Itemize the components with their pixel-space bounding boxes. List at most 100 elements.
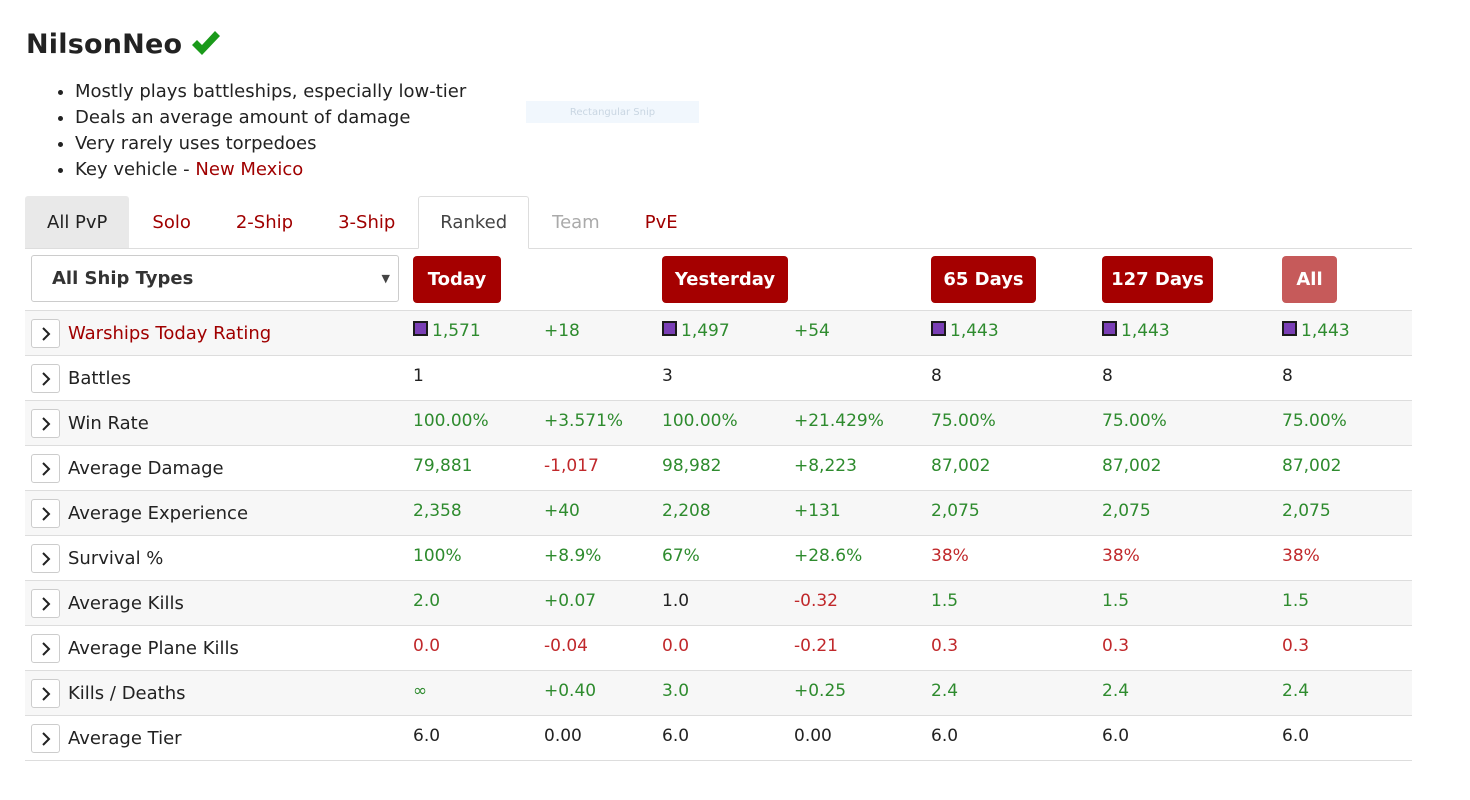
expand-row-button[interactable] <box>31 499 60 528</box>
player-summary-list: Mostly plays battleships, especially low… <box>52 79 466 183</box>
stat-value: 6.0 <box>1282 726 1310 746</box>
player-name: NilsonNeo <box>26 28 183 60</box>
period-all-button[interactable]: All <box>1282 256 1337 303</box>
stat-cell-yesterday-delta: -0.21 <box>794 636 838 656</box>
period-65-days-button[interactable]: 65 Days <box>931 256 1036 303</box>
stat-value: 8 <box>1282 366 1293 386</box>
stat-cell-yesterday: 3 <box>662 366 673 386</box>
stat-cell-today: 0.0 <box>413 636 440 656</box>
rating-swatch-icon <box>413 320 428 336</box>
stat-cell-yesterday-delta: +28.6% <box>794 546 862 566</box>
stat-value: +8.9% <box>544 546 602 566</box>
key-vehicle-link[interactable]: New Mexico <box>195 159 304 180</box>
tab-pve[interactable]: PvE <box>644 211 678 233</box>
stat-cell-yesterday: 3.0 <box>662 681 689 701</box>
check-icon <box>190 29 222 59</box>
table-row: Battles 1 3 8 8 8 <box>25 355 1412 400</box>
stat-cell-yesterday-delta: 0.00 <box>794 726 832 746</box>
stat-value: 1.5 <box>1102 591 1130 611</box>
stat-value: +0.40 <box>544 681 597 701</box>
summary-item: Key vehicle - New Mexico <box>75 157 466 183</box>
chevron-right-icon <box>41 641 50 656</box>
tab-ranked[interactable]: Ranked <box>418 196 530 249</box>
stat-value: +18 <box>544 321 580 341</box>
tab-team[interactable]: Team <box>552 211 600 233</box>
stat-cell-d65: 1,443 <box>931 320 999 341</box>
stat-cell-today-delta: +8.9% <box>544 546 601 566</box>
stat-cell-today: ∞ <box>413 681 427 701</box>
stat-cell-today: 2,358 <box>413 501 462 521</box>
stat-value: 1,443 <box>950 321 999 341</box>
stat-cell-d65: 87,002 <box>931 456 990 476</box>
period-yesterday-button[interactable]: Yesterday <box>662 256 788 303</box>
stat-value: 6.0 <box>662 726 690 746</box>
table-row: Average Tier 6.0 0.00 6.0 0.00 6.0 6.0 6.0 <box>25 715 1412 761</box>
expand-row-button[interactable] <box>31 544 60 573</box>
stat-cell-today-delta: +0.07 <box>544 591 596 611</box>
stat-cell-d65: 38% <box>931 546 969 566</box>
stat-value: -0.21 <box>794 636 838 656</box>
stat-value: 0.00 <box>794 726 832 746</box>
stat-value: ∞ <box>413 681 428 701</box>
stat-cell-yesterday: 67% <box>662 546 700 566</box>
period-127-days-button[interactable]: 127 Days <box>1102 256 1213 303</box>
chevron-right-icon <box>41 686 50 701</box>
ship-type-select[interactable]: All Ship Types ▼ <box>31 255 399 302</box>
stat-cell-all: 6.0 <box>1282 726 1309 746</box>
stat-value: 6.0 <box>413 726 441 746</box>
chevron-right-icon <box>41 551 50 566</box>
stat-value: 6.0 <box>931 726 959 746</box>
tab-all-pvp[interactable]: All PvP <box>25 196 130 248</box>
rating-swatch-icon <box>662 320 677 336</box>
stat-value: 87,002 <box>1282 456 1342 476</box>
expand-row-button[interactable] <box>31 724 60 753</box>
tab-3-ship[interactable]: 3-Ship <box>338 211 396 233</box>
expand-row-button[interactable] <box>31 319 60 348</box>
stat-value: +131 <box>794 501 841 521</box>
stat-value: 2,075 <box>931 501 980 521</box>
chevron-right-icon <box>41 461 50 476</box>
expand-row-button[interactable] <box>31 409 60 438</box>
stat-cell-all: 1.5 <box>1282 591 1309 611</box>
stat-cell-yesterday-delta: +21.429% <box>794 411 884 431</box>
stat-cell-d127: 87,002 <box>1102 456 1161 476</box>
expand-row-button[interactable] <box>31 634 60 663</box>
stat-value: 38% <box>1282 546 1320 566</box>
stat-value: +0.25 <box>794 681 847 701</box>
stat-cell-all: 75.00% <box>1282 411 1347 431</box>
stat-cell-yesterday: 100.00% <box>662 411 738 431</box>
expand-row-button[interactable] <box>31 679 60 708</box>
stat-value: 79,881 <box>413 456 473 476</box>
expand-row-button[interactable] <box>31 454 60 483</box>
expand-row-button[interactable] <box>31 589 60 618</box>
table-row: Average Kills 2.0 +0.07 1.0 -0.32 1.5 1.5 1.5 <box>25 580 1412 625</box>
stat-cell-d127: 75.00% <box>1102 411 1167 431</box>
expand-row-button[interactable] <box>31 364 60 393</box>
stat-cell-yesterday: 6.0 <box>662 726 689 746</box>
table-row: Kills / Deaths ∞ +0.40 3.0 +0.25 2.4 2.4 2.4 <box>25 670 1412 715</box>
stat-value: 38% <box>931 546 969 566</box>
tab-solo[interactable]: Solo <box>152 211 191 233</box>
rating-label-link[interactable]: Warships Today Rating <box>68 323 272 344</box>
stat-cell-d127: 2,075 <box>1102 501 1151 521</box>
period-today-button[interactable]: Today <box>413 256 501 303</box>
stat-value: 1.5 <box>931 591 959 611</box>
stat-value: 2.4 <box>1282 681 1310 701</box>
tab-2-ship[interactable]: 2-Ship <box>235 211 294 233</box>
stat-cell-yesterday-delta: -0.32 <box>794 591 838 611</box>
stat-value: 0.0 <box>413 636 441 656</box>
caret-down-icon: ▼ <box>381 272 390 285</box>
stat-cell-today-delta: +0.40 <box>544 681 596 701</box>
stat-value: 1,443 <box>1121 321 1170 341</box>
stat-cell-all: 2.4 <box>1282 681 1309 701</box>
table-row: Win Rate 100.00% +3.571% 100.00% +21.429% 75.… <box>25 400 1412 445</box>
chevron-right-icon <box>41 326 50 341</box>
stat-value: -0.32 <box>794 591 838 611</box>
stat-cell-today: 100% <box>413 546 462 566</box>
stat-value: 6.0 <box>1102 726 1130 746</box>
stat-cell-yesterday: 0.0 <box>662 636 689 656</box>
stat-cell-d65: 2,075 <box>931 501 980 521</box>
stat-value: 100.00% <box>413 411 489 431</box>
stat-cell-today: 100.00% <box>413 411 489 431</box>
